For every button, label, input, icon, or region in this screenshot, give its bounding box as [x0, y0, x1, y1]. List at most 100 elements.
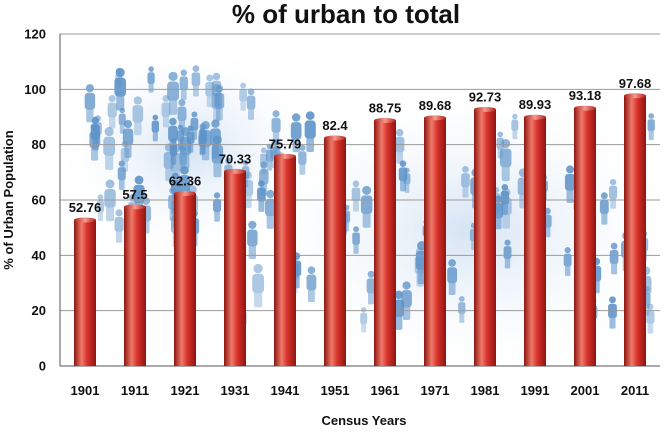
person-figure: [103, 127, 116, 170]
person-figure: [167, 71, 179, 115]
data-label: 89.68: [419, 98, 452, 113]
person-figure: [393, 290, 405, 330]
gridlines: [59, 33, 660, 367]
bar: [324, 138, 346, 366]
person-figure: [147, 66, 155, 93]
person-figure: [96, 194, 105, 222]
crowd-background: [50, 40, 672, 380]
x-tick-label: 1941: [271, 383, 300, 398]
bar: [474, 109, 496, 367]
person-figure: [609, 178, 618, 209]
x-axis-label: Census Years: [321, 413, 406, 428]
person-figure: [122, 119, 134, 158]
person-figure: [104, 179, 116, 222]
person-figure: [398, 160, 408, 192]
person-figure: [500, 183, 510, 215]
data-label: 75.79: [269, 136, 302, 151]
bar-cap: [424, 115, 446, 121]
person-figure: [179, 127, 192, 169]
bar: [424, 117, 446, 366]
y-tick-label: 0: [39, 359, 46, 374]
person-figure: [511, 113, 519, 140]
bar: [574, 108, 596, 367]
person-figure: [447, 259, 458, 296]
bar-cap: [74, 217, 96, 223]
person-figure: [161, 95, 171, 128]
person-figure: [118, 107, 126, 134]
x-tick-label: 1971: [421, 383, 450, 398]
person-figure: [290, 113, 302, 153]
data-label: 57.5: [122, 187, 147, 202]
data-label: 70.33: [219, 151, 252, 166]
data-label: 97.68: [619, 76, 652, 91]
person-figure: [151, 114, 159, 142]
y-tick-label: 40: [32, 248, 46, 263]
person-figure: [132, 96, 144, 136]
person-figure: [114, 209, 124, 243]
x-tick-label: 2001: [571, 383, 600, 398]
person-figure: [265, 189, 276, 229]
person-figure: [306, 266, 317, 303]
person-figure: [298, 144, 307, 175]
x-tick-label: 1961: [371, 383, 400, 398]
y-tick-label: 60: [32, 193, 46, 208]
x-tick-label: 1951: [321, 383, 350, 398]
bar-cap: [224, 168, 246, 174]
person-figure: [366, 270, 376, 305]
person-figure: [210, 119, 221, 159]
bar-cap: [524, 114, 546, 120]
person-figure: [493, 195, 504, 230]
y-tick-label: 20: [32, 303, 46, 318]
bars: [74, 93, 646, 367]
person-figure: [246, 88, 256, 120]
person-figure: [609, 242, 619, 275]
bar-cap: [474, 106, 496, 112]
x-tick-label: 1991: [521, 383, 550, 398]
person-figure: [563, 247, 572, 276]
person-figure: [401, 281, 412, 320]
person-figure: [170, 143, 182, 186]
data-label: 92.73: [469, 89, 502, 104]
person-figure: [351, 180, 361, 212]
y-axis-label: % of Urban Population: [1, 130, 16, 269]
person-figure: [191, 65, 201, 97]
person-figure: [179, 69, 188, 100]
person-figure: [114, 67, 127, 111]
person-figure: [499, 139, 512, 182]
person-figure: [259, 161, 269, 196]
person-figure: [84, 84, 96, 123]
person-figure: [107, 94, 117, 129]
bar-cap: [574, 105, 596, 111]
data-label: 52.76: [69, 200, 102, 215]
person-figure: [646, 303, 655, 334]
x-tick-label: 1901: [71, 383, 100, 398]
person-figure: [177, 99, 187, 132]
person-figure: [198, 128, 206, 156]
person-figure: [599, 192, 609, 225]
data-label: 82.4: [322, 118, 348, 133]
bar-cap: [624, 93, 646, 99]
x-tick-label: 1911: [121, 383, 149, 398]
person-figure: [500, 187, 512, 229]
x-axis-ticks: 1901 1911 1921 1931 1941 1951 1961 1971 1981 1991…: [71, 383, 650, 398]
person-figure: [211, 84, 222, 122]
data-label: 93.18: [569, 88, 602, 103]
bar-cap: [174, 190, 196, 196]
person-figure: [414, 247, 426, 287]
bar: [624, 95, 646, 366]
x-tick-label: 1921: [171, 383, 200, 398]
x-tick-label: 2011: [621, 383, 649, 398]
bar-cap: [324, 135, 346, 141]
bar: [224, 171, 246, 366]
person-figure: [213, 192, 222, 222]
y-axis-ticks: 0 20 40 60 80 100 120: [24, 27, 46, 374]
person-figure: [252, 263, 265, 308]
x-tick-label: 1931: [221, 383, 250, 398]
bar: [524, 117, 546, 366]
person-figure: [352, 226, 360, 254]
y-tick-label: 120: [24, 27, 46, 42]
x-tick-label: 1981: [471, 383, 500, 398]
bar: [124, 206, 146, 366]
bar: [374, 120, 396, 366]
